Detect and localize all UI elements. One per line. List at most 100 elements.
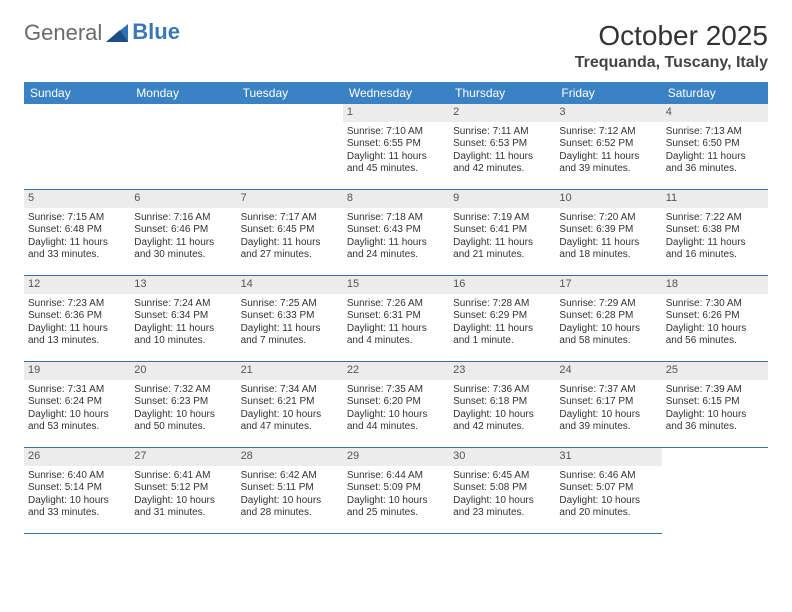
sunrise-text: Sunrise: 7:11 AM	[453, 126, 551, 139]
sunset-text: Sunset: 6:43 PM	[347, 224, 445, 237]
daylight-text: and 33 minutes.	[28, 249, 126, 262]
sunrise-text: Sunrise: 7:29 AM	[559, 298, 657, 311]
daylight-text: and 58 minutes.	[559, 335, 657, 348]
sunset-text: Sunset: 6:50 PM	[666, 138, 764, 151]
daylight-text: and 36 minutes.	[666, 163, 764, 176]
sunset-text: Sunset: 6:39 PM	[559, 224, 657, 237]
daylight-text: Daylight: 11 hours	[666, 237, 764, 250]
sunrise-text: Sunrise: 7:31 AM	[28, 384, 126, 397]
daylight-text: Daylight: 11 hours	[347, 237, 445, 250]
sunrise-text: Sunrise: 7:34 AM	[241, 384, 339, 397]
daylight-text: Daylight: 10 hours	[666, 323, 764, 336]
daylight-text: and 13 minutes.	[28, 335, 126, 348]
daylight-text: and 31 minutes.	[134, 507, 232, 520]
sunset-text: Sunset: 6:36 PM	[28, 310, 126, 323]
sunrise-text: Sunrise: 7:15 AM	[28, 212, 126, 225]
day-number: 21	[237, 362, 343, 380]
sunset-text: Sunset: 6:31 PM	[347, 310, 445, 323]
sunset-text: Sunset: 5:11 PM	[241, 482, 339, 495]
calendar-cell: 4Sunrise: 7:13 AMSunset: 6:50 PMDaylight…	[662, 104, 768, 190]
weekday-label: Friday	[555, 82, 661, 104]
day-number: 24	[555, 362, 661, 380]
sunset-text: Sunset: 6:15 PM	[666, 396, 764, 409]
sunset-text: Sunset: 6:17 PM	[559, 396, 657, 409]
day-number: 5	[24, 190, 130, 208]
daylight-text: Daylight: 11 hours	[666, 151, 764, 164]
daylight-text: Daylight: 11 hours	[559, 237, 657, 250]
calendar-cell: 14 Sunrise: 7:25 AMSunset: 6:33 PMDayligh…	[237, 276, 343, 362]
sunrise-text: Sunrise: 7:36 AM	[453, 384, 551, 397]
daylight-text: and 36 minutes.	[666, 421, 764, 434]
calendar-cell: 21Sunrise: 7:34 AMSunset: 6:21 PMDayligh…	[237, 362, 343, 448]
sunset-text: Sunset: 5:09 PM	[347, 482, 445, 495]
daylight-text: Daylight: 10 hours	[559, 323, 657, 336]
sunrise-text: Sunrise: 7:39 AM	[666, 384, 764, 397]
daylight-text: Daylight: 11 hours	[28, 237, 126, 250]
calendar-cell: 19Sunrise: 7:31 AMSunset: 6:24 PMDayligh…	[24, 362, 130, 448]
daylight-text: Daylight: 10 hours	[453, 495, 551, 508]
sunset-text: Sunset: 6:28 PM	[559, 310, 657, 323]
daylight-text: Daylight: 11 hours	[241, 323, 339, 336]
location-text: Trequanda, Tuscany, Italy	[575, 54, 768, 72]
sunset-text: Sunset: 6:20 PM	[347, 396, 445, 409]
day-number: 19	[24, 362, 130, 380]
day-number: 16	[449, 276, 555, 294]
daylight-text: Daylight: 10 hours	[134, 495, 232, 508]
day-number: 30	[449, 448, 555, 466]
daylight-text: and 20 minutes.	[559, 507, 657, 520]
sunset-text: Sunset: 6:53 PM	[453, 138, 551, 151]
calendar-cell: 24Sunrise: 7:37 AMSunset: 6:17 PMDayligh…	[555, 362, 661, 448]
sunrise-text: Sunrise: 7:37 AM	[559, 384, 657, 397]
day-number: 27	[130, 448, 236, 466]
daylight-text: Daylight: 11 hours	[134, 323, 232, 336]
daylight-text: and 1 minute.	[453, 335, 551, 348]
calendar-cell: 25Sunrise: 7:39 AMSunset: 6:15 PMDayligh…	[662, 362, 768, 448]
daylight-text: Daylight: 10 hours	[347, 495, 445, 508]
logo-triangle-icon	[106, 24, 128, 42]
calendar-cell: 22Sunrise: 7:35 AMSunset: 6:20 PMDayligh…	[343, 362, 449, 448]
sunrise-text: Sunrise: 7:25 AM	[241, 298, 339, 311]
daylight-text: and 44 minutes.	[347, 421, 445, 434]
calendar-cell: 9Sunrise: 7:19 AMSunset: 6:41 PMDaylight…	[449, 190, 555, 276]
daylight-text: and 10 minutes.	[134, 335, 232, 348]
calendar-cell: 15Sunrise: 7:26 AMSunset: 6:31 PMDayligh…	[343, 276, 449, 362]
daylight-text: Daylight: 10 hours	[241, 495, 339, 508]
sunset-text: Sunset: 6:29 PM	[453, 310, 551, 323]
sunset-text: Sunset: 5:07 PM	[559, 482, 657, 495]
day-number: 17	[555, 276, 661, 294]
day-number: 15	[343, 276, 449, 294]
calendar-cell: 10Sunrise: 7:20 AMSunset: 6:39 PMDayligh…	[555, 190, 661, 276]
weekday-label: Sunday	[24, 82, 130, 104]
sunset-text: Sunset: 6:38 PM	[666, 224, 764, 237]
sunrise-text: Sunrise: 6:44 AM	[347, 470, 445, 483]
day-number: 18	[662, 276, 768, 294]
daylight-text: and 24 minutes.	[347, 249, 445, 262]
sunrise-text: Sunrise: 6:46 AM	[559, 470, 657, 483]
sunrise-text: Sunrise: 7:28 AM	[453, 298, 551, 311]
daylight-text: Daylight: 11 hours	[347, 151, 445, 164]
daylight-text: Daylight: 10 hours	[134, 409, 232, 422]
calendar-cell: 8Sunrise: 7:18 AMSunset: 6:43 PMDaylight…	[343, 190, 449, 276]
logo-text-1: General	[24, 20, 102, 46]
daylight-text: and 18 minutes.	[559, 249, 657, 262]
daylight-text: and 53 minutes.	[28, 421, 126, 434]
sunset-text: Sunset: 6:23 PM	[134, 396, 232, 409]
day-number: 14	[237, 276, 343, 294]
calendar-cell: 23Sunrise: 7:36 AMSunset: 6:18 PMDayligh…	[449, 362, 555, 448]
calendar-cell: 16Sunrise: 7:28 AMSunset: 6:29 PMDayligh…	[449, 276, 555, 362]
sunset-text: Sunset: 6:18 PM	[453, 396, 551, 409]
sunrise-text: Sunrise: 7:19 AM	[453, 212, 551, 225]
logo-text-2: Blue	[132, 19, 180, 44]
sunset-text: Sunset: 6:24 PM	[28, 396, 126, 409]
calendar-cell: 20Sunrise: 7:32 AMSunset: 6:23 PMDayligh…	[130, 362, 236, 448]
weekday-label: Tuesday	[237, 82, 343, 104]
day-number: 31	[555, 448, 661, 466]
calendar-cell-empty	[237, 104, 343, 190]
sunset-text: Sunset: 6:21 PM	[241, 396, 339, 409]
calendar-weekday-header: SundayMondayTuesdayWednesdayThursdayFrid…	[24, 82, 768, 104]
sunset-text: Sunset: 6:55 PM	[347, 138, 445, 151]
daylight-text: and 47 minutes.	[241, 421, 339, 434]
weekday-label: Saturday	[662, 82, 768, 104]
sunset-text: Sunset: 6:33 PM	[241, 310, 339, 323]
sunset-text: Sunset: 6:52 PM	[559, 138, 657, 151]
